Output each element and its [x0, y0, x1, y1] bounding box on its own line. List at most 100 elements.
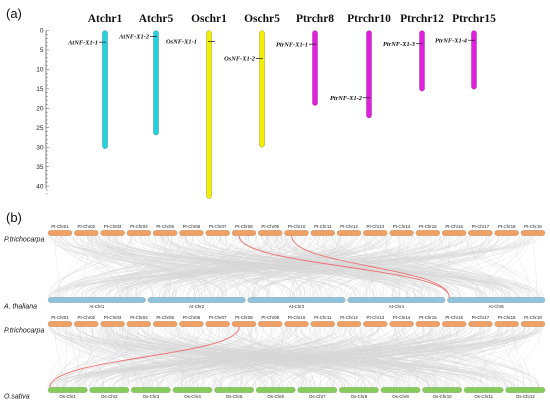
background-link	[76, 326, 490, 388]
background-link	[233, 326, 399, 388]
chromosome-bar	[205, 321, 230, 327]
chromosome-bar	[231, 321, 257, 327]
background-link	[64, 326, 316, 388]
background-link	[323, 235, 532, 298]
chromosome-bar	[258, 321, 283, 327]
chromosome-bar	[147, 297, 246, 303]
background-link	[367, 235, 515, 298]
background-link	[174, 235, 358, 298]
background-link	[105, 235, 392, 298]
background-link	[50, 235, 336, 298]
background-link	[167, 235, 319, 298]
background-link	[121, 235, 173, 298]
background-link	[304, 235, 324, 298]
background-link	[358, 326, 541, 388]
axis-tick-label: 25	[36, 125, 44, 132]
chromosome-bar	[284, 230, 309, 236]
background-link	[314, 235, 462, 298]
background-link	[95, 326, 527, 388]
chromosome-bar	[336, 321, 362, 327]
background-link	[248, 235, 298, 298]
background-link	[226, 326, 238, 388]
gene-label: PtrNF-X1-2	[330, 95, 363, 102]
panel-b-label: (b)	[6, 210, 22, 225]
chromosome-label: Pt-Chr15	[419, 224, 437, 229]
background-link	[104, 235, 257, 298]
background-link	[221, 235, 504, 298]
chromosome-bar	[494, 321, 519, 327]
highlighted-synteny-links	[49, 235, 450, 388]
background-link	[77, 235, 488, 298]
chromosome-label: Pt-Chr19	[524, 315, 542, 320]
background-link	[276, 235, 510, 298]
background-link	[120, 235, 156, 298]
chromosome-bar	[47, 297, 146, 303]
background-link	[58, 326, 93, 388]
background-link	[49, 235, 342, 298]
gene-label: OsNF-X1-1	[166, 39, 197, 46]
background-link	[84, 235, 376, 298]
chromosome-bar	[468, 230, 493, 236]
axis-tick-label: 35	[36, 164, 44, 171]
chromosome-bar	[126, 321, 152, 327]
chromosome-bar	[441, 230, 467, 236]
chromosome-label: Os-Chr5	[226, 394, 243, 399]
species-label: A. thaliana	[3, 304, 37, 311]
chromosome-label: Os-Chr6	[267, 394, 284, 399]
chromosome-label: Pt-Chr16	[445, 224, 463, 229]
background-link	[57, 235, 203, 298]
axis-tick-label: 30	[36, 144, 44, 151]
background-link	[106, 235, 504, 298]
axis-tick-label: 15	[36, 86, 44, 93]
background-link	[60, 326, 428, 388]
background-link	[54, 326, 63, 388]
background-link	[272, 326, 284, 388]
chromosome-bar	[310, 230, 335, 236]
background-link	[409, 326, 431, 388]
background-link	[374, 235, 483, 298]
background-link	[49, 235, 381, 298]
chromosome-bar	[312, 30, 318, 106]
background-link	[61, 235, 351, 298]
chromosome-bar	[284, 321, 309, 327]
background-link	[198, 235, 520, 298]
background-link	[55, 326, 101, 388]
background-link	[99, 235, 274, 298]
background-link	[55, 235, 110, 298]
axis-tick-label: 20	[36, 106, 44, 113]
background-link	[331, 326, 481, 388]
background-link	[52, 326, 540, 388]
background-link	[92, 326, 130, 388]
background-link	[112, 326, 125, 388]
background-link	[399, 235, 441, 298]
gene-label: AtNF-X1-1	[67, 39, 98, 46]
chromosome-bar	[247, 297, 346, 303]
chromosome-label: Pt-Chr16	[445, 315, 463, 320]
background-link	[381, 326, 540, 388]
chromosome-label: Os-Chr8	[351, 394, 368, 399]
chromosome-label: Os-Chr11	[474, 394, 493, 399]
chromosome-label: Pt-Chr11	[314, 224, 332, 229]
background-link	[207, 326, 265, 388]
chromosome-bar	[255, 387, 296, 393]
background-link	[47, 235, 273, 298]
chromosome-bar	[259, 30, 265, 148]
background-link	[255, 235, 445, 298]
species-label: P.trichocarpa	[4, 328, 44, 335]
background-link	[468, 326, 525, 388]
background-link	[533, 235, 538, 298]
background-link	[89, 235, 532, 298]
chromosome-bar	[389, 230, 414, 236]
chromosome-label: At-Chr3	[289, 304, 305, 309]
chromosome-label: Pt-Chr11	[314, 315, 332, 320]
chromosome-bar	[520, 321, 546, 327]
background-link	[434, 326, 458, 388]
chromosome-bar	[441, 321, 467, 327]
axis-tick-label: 10	[36, 67, 44, 74]
axis-tick-label: 0	[40, 28, 44, 35]
background-link	[480, 326, 501, 388]
chromosome-bar	[505, 387, 546, 393]
species-label: P.trichocarpa	[4, 237, 44, 244]
background-link	[222, 235, 428, 298]
background-link	[51, 326, 426, 388]
